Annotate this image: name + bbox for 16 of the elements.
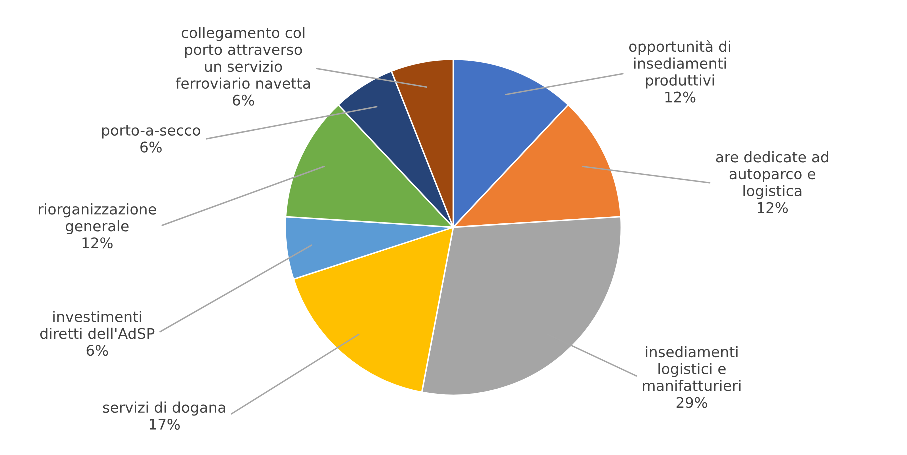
slice-label: porto-a-secco [102,126,200,139]
slice-label: riorganizzazione generale [39,204,156,235]
slice-label: servizi di dogana [103,402,226,416]
data-label: 6% [86,345,108,356]
data-label: 12% [82,238,113,249]
data-label: 6% [232,94,254,106]
data-label: 17% [150,418,180,430]
slice-label: investimenti diretti dell'AdSP [40,311,155,340]
slice-label: opportunità di insediamenti produttivi [629,40,730,89]
data-label: 12% [666,92,696,103]
data-label: 12% [758,202,788,214]
slice-label: collegamento col porto attraverso un servizio ferroviario navetta [176,27,310,90]
slice-label: insediamenti logistici e manifatturieri [643,346,741,392]
data-label: 6% [140,142,162,153]
slice-label: are dedicate ad autoparco e logistica [716,151,828,200]
data-label: 29% [676,397,708,408]
